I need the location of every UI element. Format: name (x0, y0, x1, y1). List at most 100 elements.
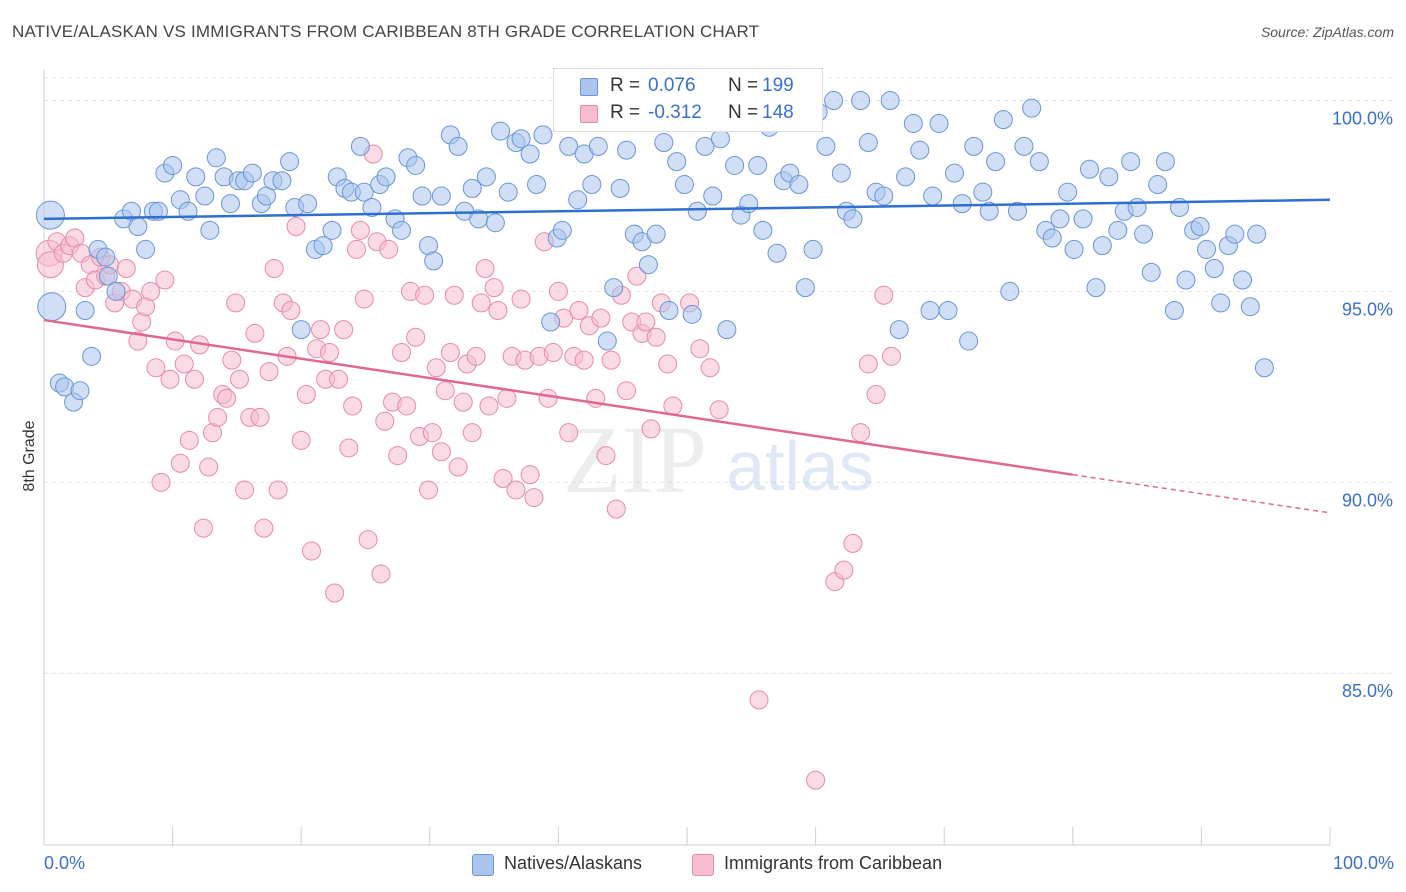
watermark-zip: ZIP (563, 406, 707, 513)
pink-point (415, 285, 435, 305)
pink-point (506, 480, 526, 500)
stats-legend: R = 0.076 N = 199 R = -0.312 N = 148 (553, 68, 823, 132)
blue-point (75, 301, 95, 321)
blue-point (952, 194, 972, 214)
blue-point (1064, 239, 1084, 259)
blue-point (412, 186, 432, 206)
pink-point (881, 346, 901, 366)
blue-point (1240, 297, 1260, 317)
x-axis-right-label: 100.0% (1333, 853, 1394, 873)
pink-point (479, 396, 499, 416)
pink-point (574, 350, 594, 370)
pink-series-points (35, 91, 901, 790)
blue-point (604, 278, 624, 298)
blue-point (617, 140, 637, 160)
blue-trend-line (43, 198, 1331, 221)
blue-point (910, 140, 930, 160)
blue-point (1247, 224, 1267, 244)
blue-point (1050, 209, 1070, 229)
blue-point (920, 301, 940, 321)
blue-point (354, 182, 374, 202)
blue-point (291, 320, 311, 340)
y-tick-labels: 100.0% 95.0% 90.0% 85.0% (1332, 109, 1393, 702)
pink-point (520, 465, 540, 485)
blue-point (163, 155, 183, 175)
pink-point (310, 320, 330, 340)
pink-swatch (580, 105, 598, 123)
pink-point (422, 423, 442, 443)
blue-point (638, 255, 658, 275)
pink-point (548, 281, 568, 301)
blue-point (1233, 270, 1253, 290)
pink-point (179, 430, 199, 450)
pink-point (254, 518, 274, 538)
pink-point (866, 385, 886, 405)
pink-point (343, 396, 363, 416)
blue-point (695, 136, 715, 156)
pink-point (426, 358, 446, 378)
pink-point (858, 354, 878, 374)
pink-point (325, 583, 345, 603)
blue-swatch (580, 78, 598, 96)
blue-point (148, 201, 168, 221)
pink-point (488, 301, 508, 321)
pink-point (636, 312, 656, 332)
blue-point (923, 186, 943, 206)
blue-point (795, 278, 815, 298)
pink-point (497, 388, 517, 408)
pink-point (874, 285, 894, 305)
pink-point (466, 346, 486, 366)
n-value: 199 (762, 75, 794, 96)
blue-point (889, 320, 909, 340)
pink-point (419, 480, 439, 500)
blue-point (431, 186, 451, 206)
blue-point (35, 200, 65, 230)
blue-point (96, 247, 116, 267)
blue-point (1155, 152, 1175, 172)
blue-point (1073, 209, 1093, 229)
blue-point (1080, 159, 1100, 179)
pink-point (641, 419, 661, 439)
blue-point (362, 197, 382, 217)
pink-point (388, 446, 408, 466)
blue-point (498, 182, 518, 202)
pink-point (319, 343, 339, 363)
blue-point (1190, 217, 1210, 237)
pink-point (663, 396, 683, 416)
blue-point (896, 167, 916, 187)
pink-point (155, 270, 175, 290)
blue-point (654, 133, 674, 153)
blue-point (986, 152, 1006, 172)
n-label: N = (728, 102, 759, 123)
pink-point (339, 438, 359, 458)
pink-point (538, 388, 558, 408)
pink-point (217, 388, 237, 408)
blue-point (200, 220, 220, 240)
blue-point (448, 136, 468, 156)
source-note: Source: ZipAtlas.com (1260, 24, 1394, 40)
blue-point (659, 301, 679, 321)
blue-point (582, 175, 602, 195)
blue-point (1108, 220, 1128, 240)
r-label: R = (610, 75, 641, 96)
blue-point (1204, 259, 1224, 279)
blue-point (964, 136, 984, 156)
pink-point (229, 369, 249, 389)
pink-point (591, 308, 611, 328)
y-tick-label: 85.0% (1342, 681, 1393, 701)
pink-point (627, 266, 647, 286)
pink-point (559, 423, 579, 443)
blue-point (313, 236, 333, 256)
blue-point (646, 224, 666, 244)
blue-point (903, 113, 923, 133)
trend-lines (43, 198, 1331, 514)
pink-trend-extension (1072, 473, 1331, 514)
blue-point (938, 301, 958, 321)
pink-point (658, 354, 678, 374)
pink-point (250, 407, 270, 427)
blue-point (186, 167, 206, 187)
blue-point (1000, 281, 1020, 301)
pink-point (851, 423, 871, 443)
pink-point (328, 369, 348, 389)
